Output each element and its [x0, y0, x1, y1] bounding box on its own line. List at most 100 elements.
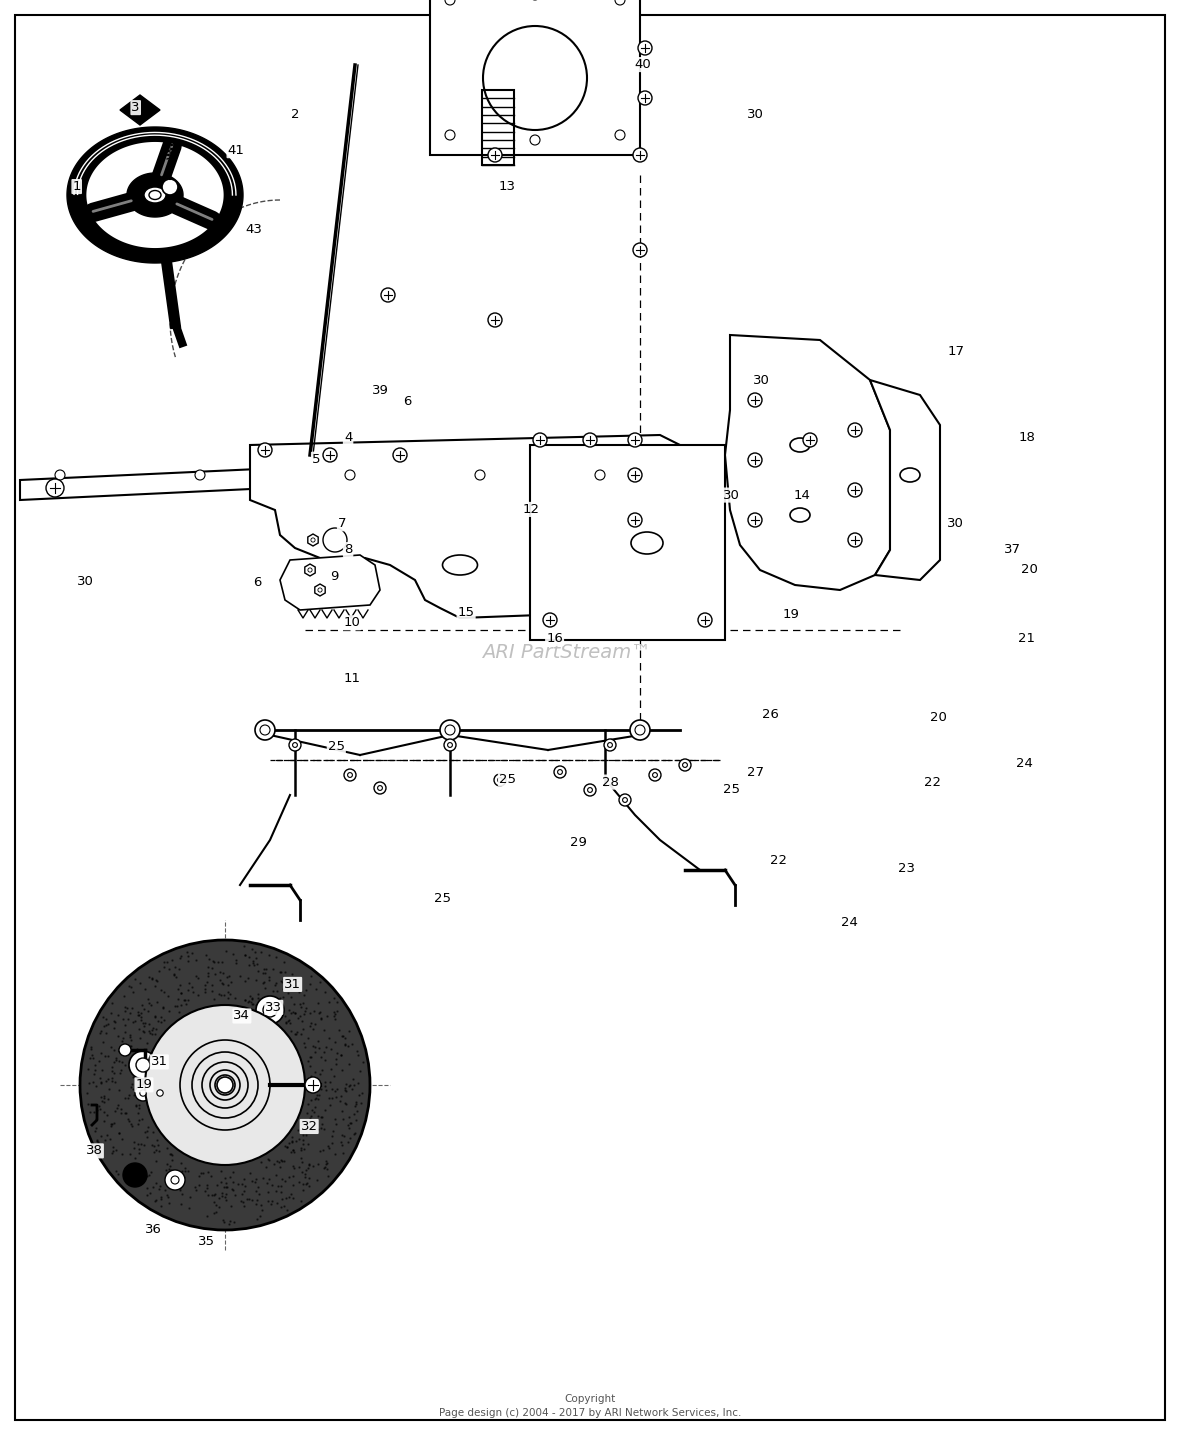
Circle shape [378, 785, 382, 791]
Polygon shape [308, 534, 319, 545]
Circle shape [123, 1162, 148, 1187]
Text: 36: 36 [145, 1223, 162, 1237]
Text: 23: 23 [898, 861, 914, 875]
Circle shape [632, 148, 647, 162]
Circle shape [258, 443, 273, 456]
Circle shape [630, 720, 650, 740]
Text: 11: 11 [343, 672, 360, 686]
Circle shape [381, 288, 395, 301]
Text: 20: 20 [1021, 563, 1037, 577]
Text: 15: 15 [458, 606, 474, 620]
Text: 34: 34 [234, 1009, 250, 1023]
Circle shape [558, 769, 563, 775]
Polygon shape [870, 380, 940, 580]
Circle shape [260, 725, 270, 735]
Polygon shape [86, 142, 224, 248]
Text: Page design (c) 2004 - 2017 by ARI Network Services, Inc.: Page design (c) 2004 - 2017 by ARI Netwo… [439, 1408, 741, 1418]
Circle shape [494, 773, 506, 786]
Circle shape [653, 772, 657, 778]
Circle shape [447, 742, 452, 748]
Text: 12: 12 [523, 502, 539, 517]
Circle shape [588, 788, 592, 792]
Polygon shape [250, 435, 680, 618]
Circle shape [748, 393, 762, 408]
Text: 40: 40 [635, 57, 651, 72]
Text: 31: 31 [284, 977, 301, 992]
Text: 19: 19 [136, 1078, 152, 1092]
Circle shape [80, 940, 371, 1230]
Text: 5: 5 [312, 452, 321, 466]
Circle shape [444, 739, 455, 751]
Circle shape [748, 512, 762, 527]
Circle shape [533, 433, 548, 446]
Text: 16: 16 [546, 631, 563, 646]
Text: 6: 6 [402, 395, 412, 409]
Circle shape [308, 568, 312, 573]
Text: 9: 9 [329, 570, 339, 584]
Circle shape [638, 42, 653, 55]
Circle shape [584, 784, 596, 796]
Polygon shape [280, 555, 380, 610]
Text: 28: 28 [602, 775, 618, 789]
Text: 26: 26 [762, 707, 779, 722]
Text: 43: 43 [245, 222, 262, 237]
Text: 18: 18 [1018, 430, 1035, 445]
Circle shape [145, 1004, 304, 1165]
Circle shape [848, 532, 863, 547]
Text: 30: 30 [77, 574, 93, 588]
Circle shape [217, 1078, 232, 1093]
Text: 27: 27 [747, 765, 763, 779]
Circle shape [289, 739, 301, 751]
Text: 33: 33 [266, 1000, 282, 1015]
Text: 13: 13 [499, 179, 516, 194]
Text: 3: 3 [131, 100, 140, 115]
Bar [430, 0, 640, 155]
Ellipse shape [631, 532, 663, 554]
Circle shape [136, 1058, 150, 1072]
Text: 14: 14 [794, 488, 811, 502]
Text: 25: 25 [499, 772, 516, 786]
Circle shape [129, 1050, 157, 1079]
Circle shape [374, 782, 386, 794]
Circle shape [135, 1085, 151, 1101]
Text: 7: 7 [337, 517, 347, 531]
Text: 24: 24 [841, 916, 858, 930]
Circle shape [139, 1089, 146, 1096]
Circle shape [848, 423, 863, 438]
Text: 4: 4 [343, 430, 353, 445]
Text: ARI PartStream™: ARI PartStream™ [481, 643, 651, 663]
Text: 41: 41 [228, 144, 244, 158]
Text: 38: 38 [86, 1144, 103, 1158]
Text: 2: 2 [290, 108, 300, 122]
Polygon shape [20, 451, 670, 499]
Polygon shape [304, 564, 315, 575]
Text: 22: 22 [771, 854, 787, 868]
Circle shape [304, 1078, 321, 1093]
Circle shape [162, 179, 178, 195]
Circle shape [678, 759, 691, 771]
Text: 25: 25 [723, 782, 740, 796]
Circle shape [323, 448, 337, 462]
Text: 35: 35 [198, 1234, 215, 1248]
Text: 20: 20 [930, 710, 946, 725]
Circle shape [445, 0, 455, 4]
Ellipse shape [789, 438, 809, 452]
Circle shape [649, 769, 661, 781]
Text: 1: 1 [72, 179, 81, 194]
Circle shape [165, 1170, 185, 1190]
Circle shape [263, 1003, 277, 1017]
Circle shape [445, 725, 455, 735]
Text: Copyright: Copyright [564, 1393, 616, 1403]
Circle shape [848, 484, 863, 497]
Circle shape [445, 131, 455, 141]
Circle shape [543, 613, 557, 627]
Circle shape [628, 433, 642, 446]
Text: 29: 29 [570, 835, 586, 850]
Ellipse shape [900, 468, 920, 482]
Text: 21: 21 [1018, 631, 1035, 646]
Circle shape [393, 448, 407, 462]
Text: 25: 25 [328, 739, 345, 753]
Circle shape [345, 471, 355, 479]
Circle shape [615, 131, 625, 141]
Circle shape [348, 772, 353, 778]
